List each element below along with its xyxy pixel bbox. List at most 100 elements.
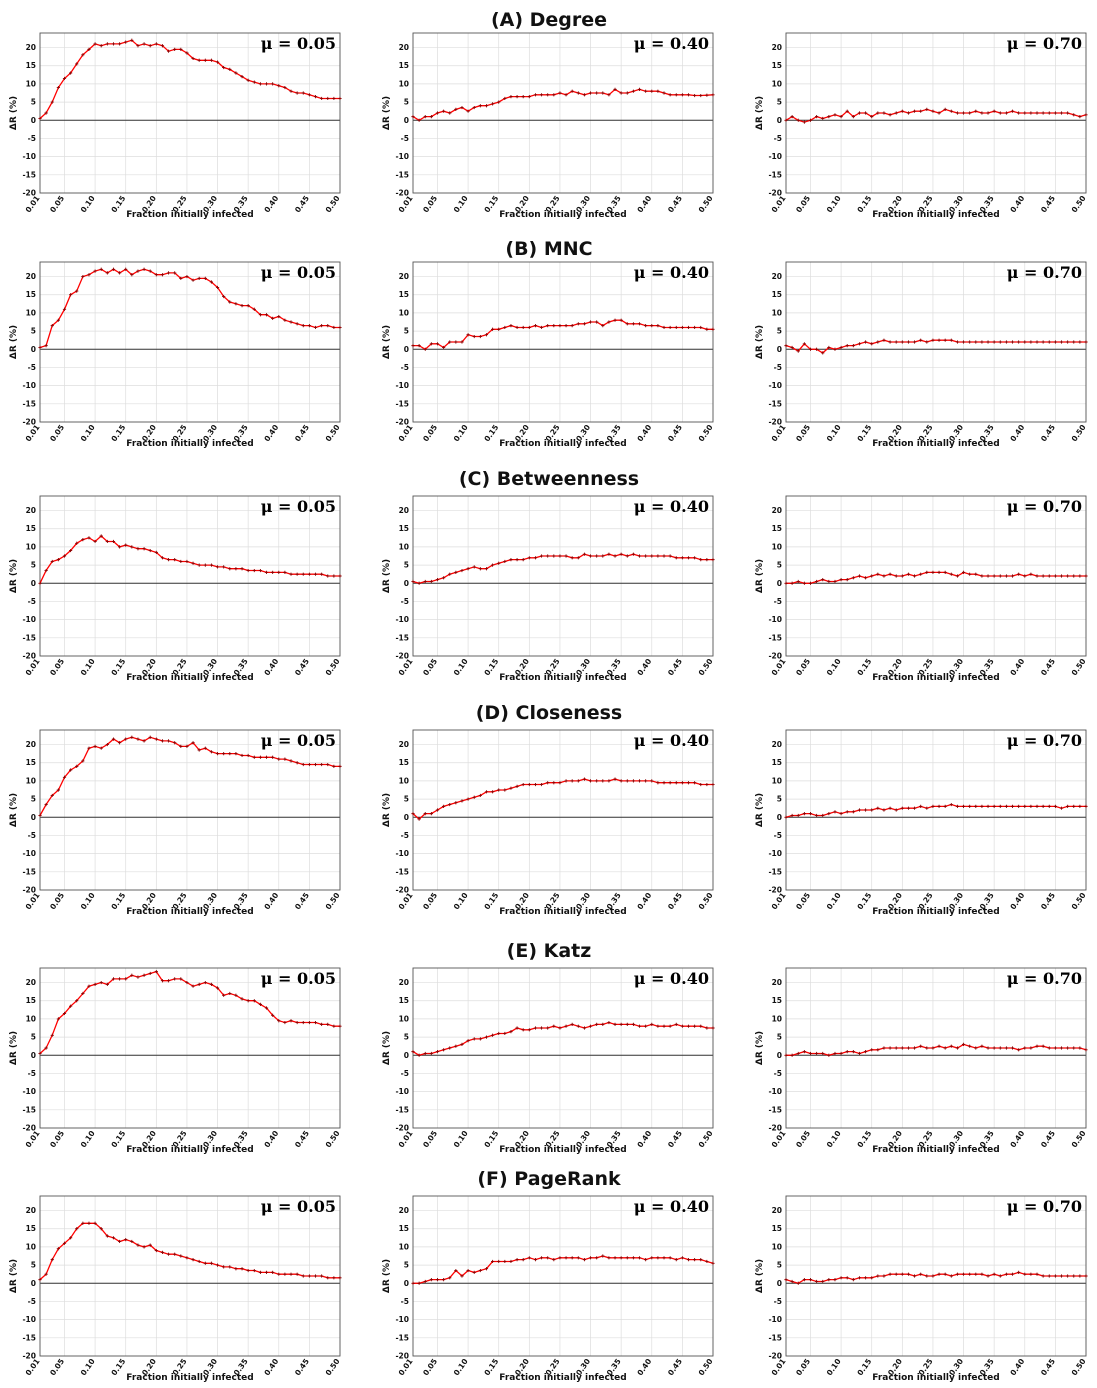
- panel-0-1-ytick-label: -20: [395, 189, 409, 198]
- panel-2-2-ylabel: ΔR (%): [755, 559, 765, 593]
- panel-0-2-xtick-label: 0.40: [1008, 194, 1026, 214]
- panel-3-1-ytick-label: -5: [401, 831, 409, 840]
- panel-5-1-point: [497, 1259, 501, 1264]
- panel-3-1-xlabel: Fraction initially infected: [499, 907, 626, 917]
- panel-2-2-point: [857, 574, 862, 578]
- panel-3-2-point: [980, 804, 984, 808]
- panel-0-2-ytick-label: 0: [777, 116, 782, 125]
- panel-0-2-point: [894, 111, 898, 115]
- panel-4-2-point: [1078, 1046, 1082, 1050]
- panel-5-0-point: [81, 1221, 85, 1225]
- panel-3-1-point: [484, 790, 489, 794]
- panel-0-1-point: [484, 104, 489, 108]
- panel-5-2-point: [937, 1272, 941, 1276]
- panel-3-2-point: [815, 813, 819, 818]
- panel-1-2-ytick-label: 0: [777, 345, 782, 354]
- panel-1-1-point: [650, 324, 654, 328]
- panel-1-0-point: [301, 324, 305, 328]
- panel-5-1-point: [503, 1259, 507, 1264]
- panel-5-0-point: [136, 1243, 140, 1247]
- panel-2-2-point: [1053, 574, 1057, 578]
- panel-0-2-point: [1029, 111, 1033, 115]
- panel-0-0-xtick-label: 0.40: [262, 194, 280, 214]
- panel-5-2-ytick-label: 5: [777, 1261, 782, 1270]
- panel-2-1-xtick-label: 0.05: [421, 657, 439, 677]
- panel-3-2-frame: [785, 729, 1087, 891]
- panel-0-2-point: [784, 118, 788, 122]
- panel-0-0-point: [228, 67, 232, 71]
- panel-1-1-point: [546, 324, 550, 328]
- panel-1-2-point: [1066, 340, 1070, 344]
- panel-0-1-point: [631, 89, 636, 93]
- panel-1-2-point: [1053, 340, 1057, 344]
- panel-0-0-point: [283, 85, 287, 90]
- panel-1-0-ytick-label: -10: [22, 381, 36, 390]
- panel-0-2-point: [1041, 111, 1045, 115]
- panel-2-0-point: [215, 565, 220, 569]
- panel-4-2-point: [894, 1046, 898, 1050]
- panel-3-1-ytick-label: -20: [395, 886, 409, 895]
- panel-0-0-point: [62, 76, 67, 81]
- panel-5-0-plot-area: [40, 1196, 340, 1356]
- panel-2-1-point: [497, 561, 501, 565]
- panel-4-0-plot-area: [40, 968, 340, 1128]
- panel-1-0-point: [228, 300, 232, 304]
- panel-3-1-point: [552, 781, 556, 785]
- panel-3-1-point: [674, 781, 678, 785]
- panel-1-2-point: [992, 340, 996, 344]
- panel-0-0-ytick-label: 5: [31, 98, 36, 107]
- panel-0-1-ytick-label: -10: [395, 152, 409, 161]
- panel-4-2-point: [1035, 1044, 1039, 1048]
- panel-1-2-point: [961, 340, 966, 344]
- panel-5-1-point: [705, 1259, 709, 1264]
- panel-5-1-point: [417, 1281, 421, 1285]
- panel-3-2-point: [833, 810, 837, 814]
- panel-3-0-ytick-label: -10: [22, 849, 36, 858]
- panel-5-2-point: [1066, 1274, 1070, 1278]
- panel-0-1-point: [527, 95, 531, 99]
- panel-0-2-ytick-label: 20: [772, 43, 782, 52]
- panel-2-2-xtick-label: 0.15: [855, 657, 873, 677]
- panel-5-0-xlabel: Fraction initially infected: [126, 1373, 253, 1383]
- panel-5-0-point: [154, 1248, 158, 1253]
- panel-2-2-point: [827, 579, 831, 584]
- panel-4-2-point: [912, 1046, 917, 1050]
- panel-5-2-point: [802, 1278, 806, 1282]
- panel-3-0-ytick-label: 0: [31, 813, 36, 822]
- panel-1-1-frame: [412, 261, 714, 423]
- panel-0-2-point: [851, 115, 855, 119]
- panel-2-2-point: [931, 570, 935, 574]
- panel-0-0-ytick-label: 20: [26, 43, 36, 52]
- panel-0-0-point: [326, 96, 330, 101]
- panel-3-2-point: [998, 804, 1002, 808]
- panel-3-0-mu-label: μ = 0.05: [261, 731, 336, 750]
- row-title-betweenness: (C) Betweenness: [459, 468, 639, 490]
- panel-1-1-ytick-label: -15: [395, 399, 409, 408]
- panel-5-0-point: [87, 1221, 91, 1225]
- panel-2-1-point: [650, 554, 654, 558]
- panel-3-2-point: [943, 804, 947, 808]
- panel-2-0-point: [264, 570, 269, 574]
- panel-4-2-point: [870, 1048, 874, 1052]
- panel-1-1-point: [576, 322, 580, 326]
- panel-4-2-ytick-label: 0: [777, 1051, 782, 1060]
- panel-5-2-xtick-label: 0.50: [1070, 1357, 1088, 1377]
- panel-1-2-xtick-label: 0.05: [794, 423, 812, 443]
- panel-5-0-point: [105, 1234, 109, 1238]
- panel-4-0-point: [320, 1022, 324, 1026]
- panel-5-1-point: [527, 1256, 531, 1260]
- panel-4-2-point: [1004, 1046, 1009, 1050]
- panel-0-0-point: [81, 53, 85, 57]
- panel-2-1-point: [533, 556, 538, 560]
- panel-4-2-xtick-label: 0.50: [1070, 1129, 1088, 1149]
- panel-4-1-point: [448, 1046, 452, 1050]
- panel-1-2-xtick-label: 0.15: [855, 423, 873, 443]
- panel-1-2-point: [1078, 340, 1082, 344]
- panel-1-1-xtick-label: 0.40: [635, 423, 653, 443]
- panel-3-0-frame: [39, 729, 341, 891]
- panel-1-0-point: [75, 289, 79, 293]
- panel-3-0-point: [105, 742, 109, 747]
- panel-2-2-point: [1035, 574, 1039, 578]
- panel-5-2-point: [882, 1274, 886, 1278]
